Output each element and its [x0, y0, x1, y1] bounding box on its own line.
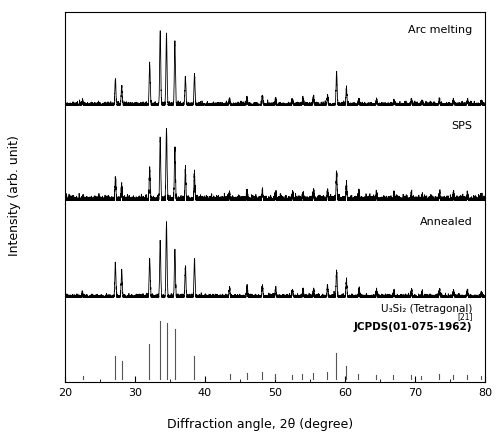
Text: Intensity (arb. unit): Intensity (arb. unit) — [8, 135, 22, 256]
Text: [21]: [21] — [457, 311, 472, 320]
Text: SPS: SPS — [452, 120, 472, 130]
Text: U₃Si₂ (Tetragonal): U₃Si₂ (Tetragonal) — [381, 303, 472, 313]
Text: Arc melting: Arc melting — [408, 24, 472, 34]
Text: Diffraction angle, 2θ (degree): Diffraction angle, 2θ (degree) — [167, 417, 353, 430]
Text: Annealed: Annealed — [420, 216, 472, 226]
Text: JCPDS(01-075-1962): JCPDS(01-075-1962) — [354, 321, 472, 331]
